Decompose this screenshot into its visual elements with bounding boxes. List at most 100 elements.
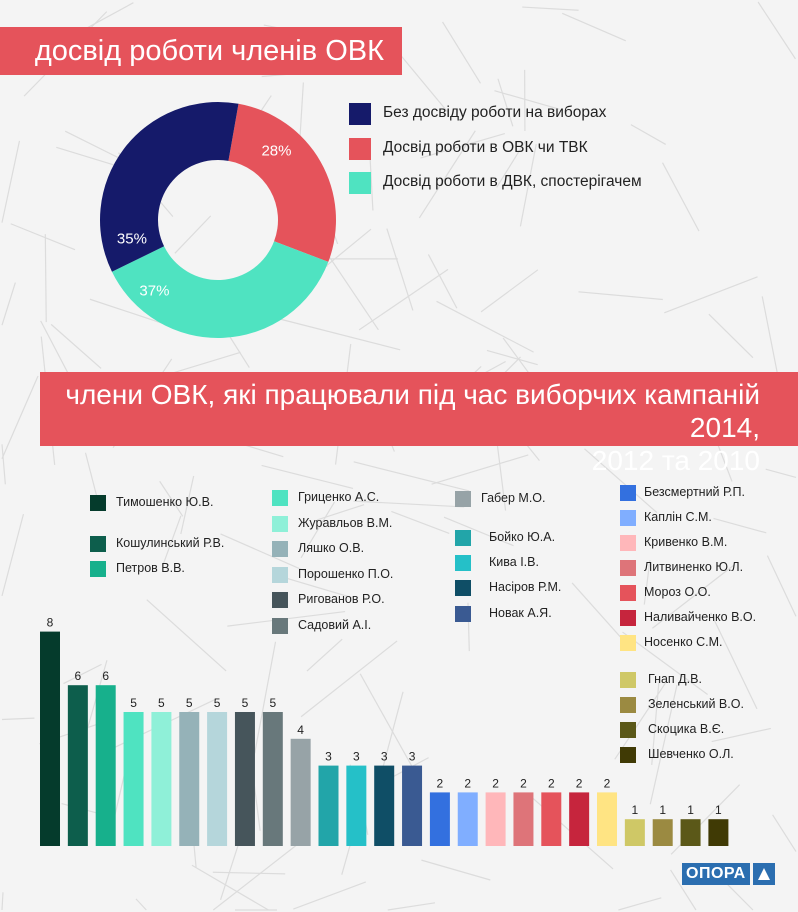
legend-label: Без досвіду роботи на виборах [383,104,607,121]
pattern-line [254,641,277,754]
pattern-line [630,124,666,145]
bar-value-label: 3 [353,750,360,764]
pattern-line [280,318,401,351]
bar-value-label: 2 [464,776,471,790]
legend-label: Садовий А.І. [298,618,372,632]
bar-chart-title: члени ОВК, які працювали під час виборчи… [40,372,798,476]
pattern-line [89,298,164,325]
legend-swatch [90,536,106,552]
pattern-line [427,254,458,309]
bar-value-label: 2 [548,776,555,790]
legend-label: Журавльов В.М. [298,516,393,530]
legend-label: Насіров Р.М. [489,580,562,594]
donut-slice [111,241,329,338]
donut-slice-label: 28% [261,142,291,159]
bar-value-label: 5 [269,696,276,710]
bar [680,819,701,846]
legend-swatch [620,585,636,601]
legend-label: Кривенко В.М. [644,535,728,549]
legend-label: Гриценко А.С. [298,490,380,504]
pattern-line [393,47,449,113]
bar-value-label: 5 [186,696,193,710]
bar-value-label: 4 [297,723,304,737]
pattern-line [561,12,627,42]
donut-slice [228,103,336,262]
bar-value-label: 2 [604,776,611,790]
legend-label: Зеленський В.О. [648,697,744,711]
pattern-line [519,143,537,227]
pattern-line [174,215,212,254]
pattern-line [622,631,708,695]
pattern-line [300,640,398,718]
pattern-line [618,897,662,911]
pattern-line [765,468,797,479]
bar-value-label: 1 [715,803,722,817]
bar-value-label: 2 [520,776,527,790]
pattern-line [442,21,482,84]
bar [597,792,617,846]
legend-label: Гнап Д.В. [648,672,702,686]
legend-label: Ляшко О.В. [298,541,365,555]
bar [234,712,255,846]
pattern-line [44,234,47,323]
pattern-line [757,1,796,60]
pattern-line [494,90,560,110]
legend-swatch [455,580,471,596]
pattern-line [664,276,758,314]
pattern-line [1,444,6,485]
bar [207,712,228,846]
pattern-line [761,296,780,380]
legend-swatch [272,516,288,532]
bar-value-label: 8 [47,616,54,630]
pattern-line [496,140,527,188]
bar [262,712,283,846]
pattern-line [1,513,25,597]
bar [67,685,88,846]
pattern-line [649,684,678,805]
bar-value-label: 3 [381,750,388,764]
legend-swatch [620,610,636,626]
bar-title-line-2: 2012 та 2010 [591,445,760,476]
opora-logo: ОПОРА [682,863,775,885]
legend-label: Ригованов Р.О. [298,592,385,606]
pattern-line [710,612,758,710]
bar-value-label: 6 [102,669,109,683]
bar [402,765,423,846]
bar [179,712,200,846]
pattern-line [1,375,39,459]
legend-swatch [620,560,636,576]
pattern-line [300,501,336,559]
legend-label: Скоцика В.Є. [648,722,725,736]
legend-label: Кива І.В. [489,555,539,569]
bar [624,819,645,846]
pattern-line [652,564,735,629]
legend-swatch [620,510,636,526]
legend-swatch [620,485,636,501]
pattern-line [651,677,660,765]
donut-slice-label: 37% [139,283,169,300]
pattern-line [421,859,491,881]
legend-swatch [620,722,636,738]
pattern-line [420,132,505,159]
legend-label: Бойко Ю.А. [489,530,556,544]
bar [123,712,144,846]
bar [40,631,60,846]
pattern-line [772,814,797,852]
legend-swatch [272,490,288,506]
legend-swatch [349,138,371,160]
legend-swatch [90,495,106,511]
legend-label: Габер М.О. [481,491,546,505]
bar-value-label: 2 [492,776,499,790]
legend-swatch [455,555,471,571]
legend-label: Безсмертний Р.П. [644,485,745,499]
bar [569,792,590,846]
pattern-line [306,638,343,672]
pattern-line [1,282,16,326]
legend-swatch [620,697,636,713]
pattern-line [643,560,651,605]
pattern-line [578,291,663,301]
legend-swatch [620,672,636,688]
legend-swatch [349,103,371,125]
donut-slice [99,101,239,272]
pattern-line [1,892,4,911]
